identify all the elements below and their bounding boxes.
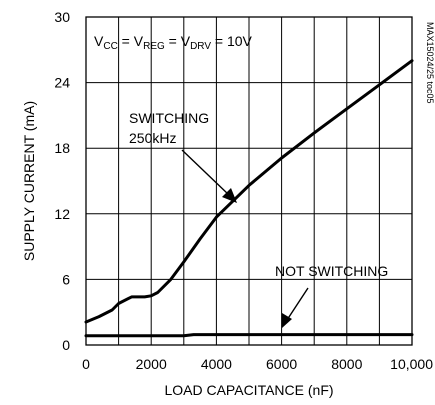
switching-arrow-head	[222, 188, 237, 203]
y-axis-title: SUPPLY CURRENT (mA)	[21, 101, 37, 261]
y-tick-label: 6	[62, 271, 70, 287]
x-axis-title: LOAD CAPACITANCE (nF)	[164, 382, 333, 398]
not-switching-label: NOT SWITCHING	[275, 263, 388, 279]
plot-frame	[85, 16, 413, 346]
switching-arrow	[181, 149, 230, 196]
side-label: MAX15024/25 toc05	[425, 22, 435, 104]
x-tick-label: 4000	[201, 356, 232, 372]
grid	[86, 17, 412, 345]
y-tick-labels: 0 6 12 18 24 30	[54, 9, 70, 353]
switching-series-line	[84, 59, 414, 324]
x-tick-label: 6000	[266, 356, 297, 372]
switching-label: SWITCHING	[129, 110, 209, 126]
condition-label: VCC = VREG = VDRV = 10V	[94, 33, 253, 52]
y-tick-label: 0	[62, 337, 70, 353]
y-tick-label: 12	[54, 206, 70, 222]
x-tick-labels: 0 2000 4000 6000 8000 10,000	[82, 356, 433, 372]
y-tick-label: 24	[54, 75, 70, 91]
x-tick-label: 8000	[331, 356, 362, 372]
not-switching-arrow	[286, 287, 309, 321]
x-tick-label: 10,000	[390, 356, 433, 372]
y-tick-label: 18	[54, 140, 70, 156]
switching-frequency-label: 250kHz	[129, 130, 176, 146]
y-tick-label: 30	[54, 9, 70, 25]
x-tick-label: 2000	[136, 356, 167, 372]
series-layer	[84, 59, 414, 338]
x-tick-label: 0	[82, 356, 90, 372]
not-switching-arrow-head	[282, 313, 292, 328]
not-switching-series-line	[84, 333, 414, 338]
